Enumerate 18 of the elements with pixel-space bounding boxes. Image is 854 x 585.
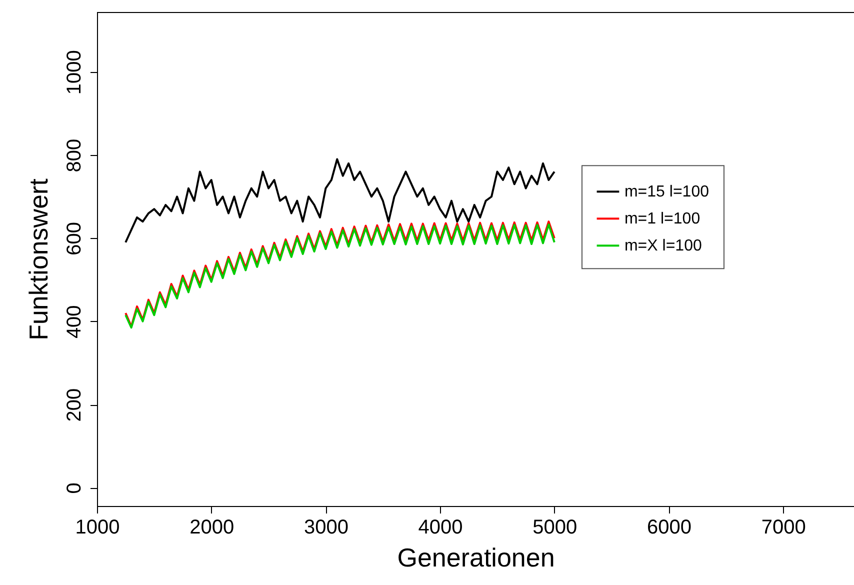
y-tick-label: 1000 <box>64 50 86 95</box>
y-tick-label: 800 <box>64 138 86 172</box>
x-axis-title: Generationen <box>397 542 555 572</box>
x-tick-label: 5000 <box>532 516 578 538</box>
y-tick-label: 600 <box>64 222 86 256</box>
line-series <box>124 158 556 244</box>
legend-label: m=15 l=100 <box>624 184 710 201</box>
y-tick-label: 400 <box>64 305 86 339</box>
legend-label: m=X l=100 <box>624 238 702 255</box>
x-tick-label: 7000 <box>761 516 806 538</box>
y-tick-label: 200 <box>64 388 86 422</box>
legend-label: m=1 l=100 <box>624 210 700 228</box>
x-tick-label: 2000 <box>190 516 234 538</box>
x-tick-label: 4000 <box>418 516 463 538</box>
x-tick-label: 6000 <box>647 516 692 538</box>
x-tick-label: 3000 <box>304 516 348 538</box>
y-axis-title: Funktionswert <box>24 178 54 340</box>
y-tick-label: 0 <box>64 482 86 494</box>
